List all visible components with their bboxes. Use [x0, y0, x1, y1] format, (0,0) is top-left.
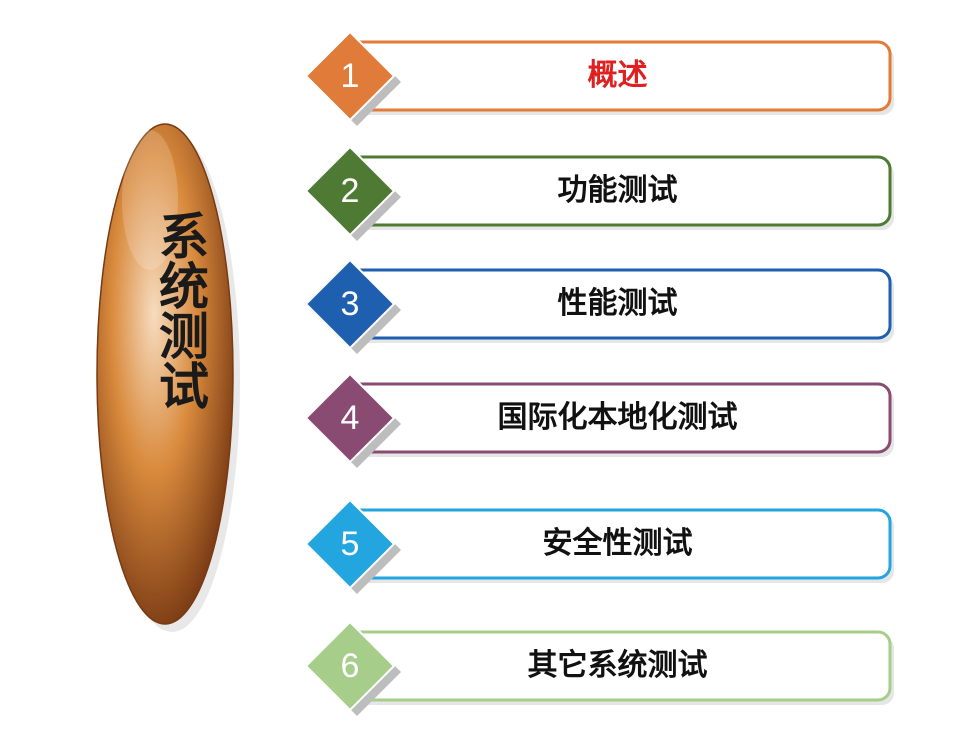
number-diamond [304, 30, 396, 122]
item-label: 概述 [587, 58, 648, 93]
item-number: 6 [340, 647, 360, 685]
item-label: 国际化本地化测试 [497, 400, 738, 435]
number-diamond [304, 258, 396, 350]
item-number: 2 [340, 172, 360, 210]
items-layer [304, 30, 894, 716]
list-item [304, 372, 894, 468]
title-text: 系统测试 [151, 210, 209, 410]
item-label: 安全性测试 [542, 526, 693, 561]
number-diamond [304, 498, 396, 590]
list-item [304, 145, 894, 241]
number-diamond [304, 145, 396, 237]
item-number: 1 [340, 57, 360, 95]
list-item [304, 30, 894, 126]
item-label: 其它系统测试 [527, 648, 708, 683]
item-number: 3 [340, 285, 360, 323]
item-label: 性能测试 [557, 286, 678, 321]
oval-highlight [122, 130, 178, 270]
list-item [304, 498, 894, 594]
list-item [304, 258, 894, 354]
title-oval [96, 123, 234, 625]
list-item [304, 620, 894, 716]
number-diamond [304, 620, 396, 712]
item-number: 4 [340, 399, 360, 437]
item-number: 5 [340, 525, 360, 563]
item-label: 功能测试 [557, 173, 678, 208]
number-diamond [304, 372, 396, 464]
